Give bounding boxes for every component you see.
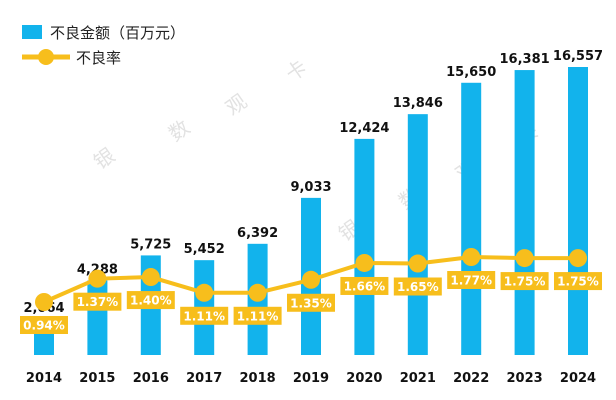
rate-label: 1.77%	[450, 274, 492, 288]
watermark-char: 观	[221, 89, 251, 120]
rate-label-box: 1.75%	[554, 272, 602, 291]
x-tick-label: 2020	[346, 371, 382, 386]
x-tick-label: 2023	[507, 371, 543, 386]
bar	[354, 138, 375, 355]
rate-label-box: 1.65%	[393, 277, 442, 296]
x-tick-label: 2014	[26, 371, 62, 386]
rate-label-bg	[20, 316, 68, 334]
rate-label-bg	[554, 272, 602, 291]
x-tick-label: 2021	[400, 371, 436, 386]
bar-value-label: 12,424	[339, 121, 389, 136]
rate-label: 1.75%	[504, 275, 546, 289]
rate-point	[408, 254, 427, 273]
rate-point	[35, 293, 53, 311]
rate-point	[88, 269, 107, 288]
rate-label-bg	[73, 292, 122, 311]
rate-label-bg	[340, 276, 389, 295]
rate-label-bg	[126, 291, 175, 310]
x-tick-label: 2019	[293, 371, 329, 386]
rate-label-box: 1.77%	[447, 271, 496, 289]
x-tick-label: 2024	[560, 371, 596, 386]
rate-label: 1.11%	[237, 309, 279, 323]
bar-value-label: 16,557	[553, 49, 603, 64]
rate-point	[355, 253, 374, 272]
rate-label: 1.37%	[77, 295, 119, 309]
rate-label-box: 1.35%	[287, 293, 335, 312]
rate-label-box: 1.40%	[126, 291, 175, 310]
rate-label: 1.35%	[290, 296, 332, 310]
rate-label-box: 1.11%	[180, 306, 229, 325]
rate-label: 1.40%	[130, 294, 172, 308]
x-tick-label: 2016	[133, 371, 169, 386]
rate-label-bg	[180, 306, 229, 325]
rate-label: 0.94%	[23, 319, 65, 333]
bar-value-label: 13,846	[393, 96, 443, 111]
watermark-char: 数	[164, 115, 194, 146]
rate-label-box: 1.66%	[340, 276, 389, 295]
rate-label-box: 1.37%	[73, 292, 122, 311]
legend-bar-swatch	[22, 25, 42, 39]
rate-point	[302, 270, 320, 289]
bar	[568, 67, 588, 355]
rate-label: 1.66%	[344, 279, 386, 293]
rate-label-box: 0.94%	[20, 316, 68, 334]
x-tick-label: 2017	[186, 371, 222, 386]
x-tick-label: 2022	[453, 371, 489, 386]
legend-line-marker	[38, 49, 54, 65]
rate-label-bg	[447, 271, 496, 289]
rate-point	[141, 268, 160, 287]
x-tick-label: 2018	[240, 371, 276, 386]
rate-label: 1.65%	[397, 280, 439, 294]
rate-point	[195, 283, 214, 302]
legend-item-bar: 不良金额（百万元）	[22, 24, 185, 42]
watermark-char: 银	[89, 143, 119, 174]
bar-value-label: 5,725	[130, 237, 171, 252]
bars	[34, 67, 588, 356]
rate-label-bg	[233, 306, 282, 325]
rate-point	[515, 249, 534, 268]
bar-value-label: 5,452	[184, 242, 225, 257]
rate-label: 1.75%	[557, 275, 599, 289]
rate-label-bg	[500, 272, 549, 291]
rate-point	[248, 283, 267, 302]
rate-label: 1.11%	[183, 309, 225, 323]
bar	[87, 280, 108, 355]
x-tick-label: 2015	[79, 371, 115, 386]
bar-value-label: 6,392	[237, 226, 278, 241]
legend-item-line: 不良率	[22, 49, 121, 67]
rate-line	[35, 248, 587, 311]
bar-value-label: 15,650	[446, 65, 496, 80]
rate-point	[569, 249, 587, 268]
rate-labels: 0.94% 1.37% 1.40% 1.11% 1.11% 1.35% 1.66% 1.65%…	[20, 271, 602, 334]
bar-value-label: 9,033	[290, 180, 331, 195]
legend: 不良金额（百万元） 不良率	[22, 24, 185, 67]
rate-label-box: 1.75%	[500, 272, 549, 291]
legend-line-label: 不良率	[76, 49, 121, 67]
rate-label-bg	[287, 293, 335, 312]
x-axis: 2014 2015 2016 2017 2018 2019 2020 2021 2022 2023…	[26, 371, 596, 386]
bar	[514, 70, 535, 355]
watermark-char: 卡	[281, 55, 311, 86]
bar	[407, 114, 428, 355]
bar-value-label: 16,381	[500, 52, 550, 67]
legend-bar-label: 不良金额（百万元）	[50, 24, 185, 42]
rate-label-bg	[393, 277, 442, 296]
rate-point	[462, 248, 481, 266]
bar	[461, 82, 482, 356]
rate-label-box: 1.11%	[233, 306, 282, 325]
